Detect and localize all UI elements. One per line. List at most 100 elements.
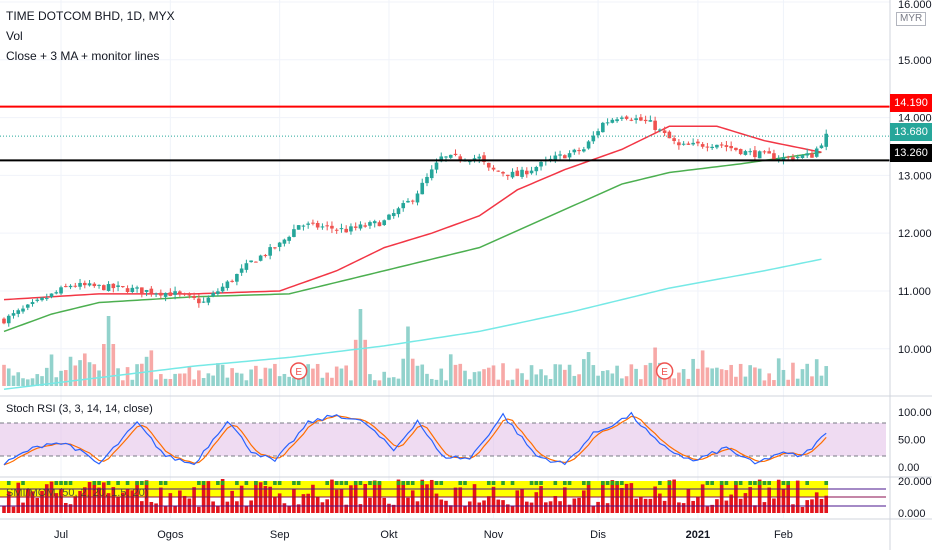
candle-body [819, 145, 824, 149]
squeeze-bar [467, 501, 472, 513]
volume-bar [463, 370, 467, 386]
squeeze-dot [277, 481, 282, 485]
candle-body [211, 292, 215, 297]
volume-bar [567, 364, 572, 386]
volume-bar [287, 376, 291, 386]
candle-body [68, 285, 73, 288]
squeeze-dot [216, 481, 220, 485]
volume-bar [472, 372, 477, 386]
candle-body [491, 167, 496, 170]
volume-bar [672, 378, 676, 386]
squeeze-bar [486, 496, 491, 513]
volume-bar [235, 372, 239, 386]
candle-body [520, 169, 524, 177]
ma-mid-line [3, 151, 822, 333]
squeeze-bar [292, 489, 296, 513]
squeeze-bar [35, 497, 40, 513]
candle-body [700, 144, 705, 147]
candle-body [320, 226, 325, 228]
volume-bar [710, 368, 714, 386]
y-tick-label: 11.000 [898, 286, 931, 298]
candle-body [472, 158, 477, 161]
candle-body [539, 161, 543, 167]
candle-body [805, 153, 810, 156]
candle-body [358, 224, 363, 229]
volume-bar [467, 379, 472, 386]
candle-body [44, 298, 49, 300]
squeeze-dot [54, 481, 59, 485]
squeeze-bar [121, 492, 125, 513]
volume-bar [743, 376, 748, 386]
candle-body [111, 283, 116, 289]
stoch-k-line [3, 411, 827, 466]
squeeze-bar [558, 501, 562, 513]
candle-body [87, 283, 92, 286]
candle-body [182, 293, 187, 295]
candle-body [315, 223, 320, 228]
squeeze-dot [368, 481, 372, 485]
candle-body [672, 138, 676, 142]
x-tick-label: Ogos [157, 529, 184, 541]
volume-bar [391, 377, 396, 386]
squeeze-bar [767, 487, 771, 513]
volume-bar [491, 365, 496, 386]
candle-body [686, 143, 691, 145]
squeeze-dot [21, 481, 25, 485]
squeeze-bar [791, 504, 795, 513]
volume-bar [420, 364, 425, 386]
candle-body [786, 156, 790, 158]
squeeze-bar [21, 502, 25, 513]
time-axis[interactable]: Jul Ogos Sep Okt Nov Dis 2021 Feb [54, 529, 793, 541]
volume-bar [534, 374, 539, 386]
candle-body [377, 222, 382, 227]
volume-bar [363, 339, 368, 386]
resistance-price-label: 14.190 [890, 94, 932, 112]
squeeze-dot [539, 481, 543, 485]
earnings-marker[interactable] [289, 362, 308, 380]
squeeze-dot [68, 481, 73, 485]
candle-body [244, 263, 249, 270]
candle-body [406, 200, 410, 203]
squeeze-dot [501, 481, 505, 485]
candle-body [35, 299, 40, 301]
squeeze-bar [201, 484, 206, 513]
currency-badge[interactable]: MYR [896, 12, 927, 26]
volume-bar [591, 365, 596, 386]
volume-bar [387, 377, 391, 386]
squeeze-bar [458, 487, 463, 513]
squeeze-dot [667, 481, 672, 485]
squeeze-dot [586, 481, 591, 485]
volume-bar [738, 363, 743, 386]
candle-body [505, 174, 510, 177]
candle-body [173, 291, 177, 295]
squeeze-dot [615, 481, 619, 485]
squeeze-bar [353, 484, 358, 513]
squeeze-bar [296, 504, 301, 513]
squeeze-dot [553, 481, 558, 485]
volume-bar [254, 365, 258, 386]
squeeze-bar [401, 482, 406, 513]
stoch-band-fill [0, 423, 886, 456]
squeeze-bar [615, 483, 619, 513]
candle-body [92, 283, 97, 287]
squeeze-dot [97, 481, 101, 485]
candle-body [125, 288, 130, 292]
volume-bar [277, 376, 282, 386]
squeeze-bar [192, 487, 196, 513]
candle-body [601, 122, 605, 133]
volume-bar [339, 368, 344, 386]
volume-bar [201, 378, 206, 386]
earnings-marker[interactable] [655, 362, 674, 380]
candle-body [149, 288, 154, 294]
squeeze-dot [372, 481, 377, 485]
volume-bar [368, 374, 372, 386]
volume-bar [301, 371, 306, 386]
volume-bar [544, 375, 548, 386]
volume-legend: Vol [6, 29, 23, 43]
candle-body [705, 146, 710, 148]
squeeze-dot [353, 481, 358, 485]
price-axis[interactable]: 15.000 14.000 13.000 12.000 11.000 10.000 16.0… [898, 0, 932, 520]
volume-bars [2, 309, 829, 386]
